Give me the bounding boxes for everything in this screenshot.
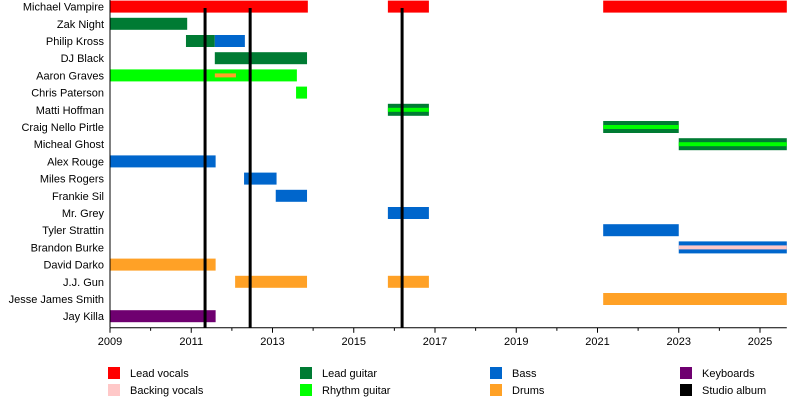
- bar-lead-guitar: [214, 52, 308, 65]
- member-label: Zak Night: [57, 19, 104, 31]
- x-tick-label: 2015: [342, 336, 366, 348]
- legend-label: Backing vocals: [130, 385, 204, 397]
- stripe-rhythm-guitar: [603, 125, 679, 129]
- bar-bass: [214, 35, 245, 47]
- stripe-rhythm-guitar: [678, 142, 787, 147]
- legend-label: Rhythm guitar: [322, 385, 391, 397]
- legend-swatch-bass: [490, 367, 502, 379]
- member-label: Craig Nello Pirtle: [21, 122, 104, 134]
- member-label: Micheal Ghost: [34, 139, 104, 151]
- stripe-backing-vocals: [678, 245, 787, 250]
- bar-drums: [387, 275, 429, 288]
- x-tick-label: 2019: [504, 336, 528, 348]
- x-tick-label: 2009: [98, 336, 122, 348]
- legend-swatch-rhythm-guitar: [300, 384, 312, 396]
- member-label: Aaron Graves: [36, 70, 104, 82]
- member-label: Chris Paterson: [31, 88, 104, 100]
- legend-swatch-lead-guitar: [300, 367, 312, 379]
- legend-label: Studio album: [702, 385, 766, 397]
- bar-drums: [603, 293, 787, 305]
- legend-swatch-lead-vocals: [108, 367, 120, 379]
- bar-lead-vocals: [387, 0, 429, 13]
- member-label: David Darko: [43, 260, 104, 272]
- bar-keyboards: [110, 310, 216, 323]
- bar-bass: [275, 189, 308, 202]
- bar-lead-vocals: [110, 0, 308, 13]
- member-label: Matti Hoffman: [36, 105, 104, 117]
- bar-drums: [235, 275, 308, 288]
- bar-lead-vocals: [603, 0, 787, 13]
- bar-bass: [603, 224, 679, 237]
- bar-bass: [244, 172, 277, 185]
- member-label: Frankie Sil: [52, 191, 104, 203]
- x-tick-label: 2021: [585, 336, 609, 348]
- legend-swatch-drums: [490, 384, 502, 396]
- stripe-rhythm-guitar: [387, 107, 429, 112]
- x-tick-label: 2025: [748, 336, 772, 348]
- x-tick-label: 2011: [179, 336, 203, 348]
- x-tick-label: 2023: [667, 336, 691, 348]
- x-tick-label: 2017: [423, 336, 447, 348]
- x-tick-label: 2013: [260, 336, 284, 348]
- legend-label: Drums: [512, 385, 545, 397]
- member-label: Philip Kross: [46, 36, 105, 48]
- bar-lead-guitar: [110, 17, 188, 30]
- legend-swatch-backing-vocals: [108, 384, 120, 396]
- legend-label: Keyboards: [702, 368, 755, 380]
- legend-swatch-keyboards: [680, 367, 692, 379]
- legend-label: Lead guitar: [322, 368, 377, 380]
- member-label: Brandon Burke: [31, 242, 104, 254]
- member-label: Michael Vampire: [23, 2, 104, 14]
- member-label: Mr. Grey: [62, 208, 105, 220]
- member-label: Miles Rogers: [40, 174, 105, 186]
- member-label: Tyler Strattin: [42, 225, 104, 237]
- bar-bass: [387, 207, 429, 219]
- member-label: Jay Killa: [63, 311, 105, 323]
- legend-label: Lead vocals: [130, 368, 189, 380]
- member-label: Alex Rouge: [47, 156, 104, 168]
- legend-label: Bass: [512, 368, 537, 380]
- bar-lead-guitar: [185, 35, 215, 47]
- legend-swatch-studio-album: [680, 384, 692, 396]
- bar-drums: [214, 73, 236, 78]
- member-label: J.J. Gun: [63, 277, 104, 289]
- bar-rhythm-guitar: [296, 86, 308, 99]
- bar-bass: [110, 155, 216, 168]
- member-label: Jesse James Smith: [9, 294, 104, 306]
- bar-rhythm-guitar: [110, 69, 297, 82]
- member-label: DJ Black: [61, 53, 105, 65]
- bar-drums: [110, 258, 216, 271]
